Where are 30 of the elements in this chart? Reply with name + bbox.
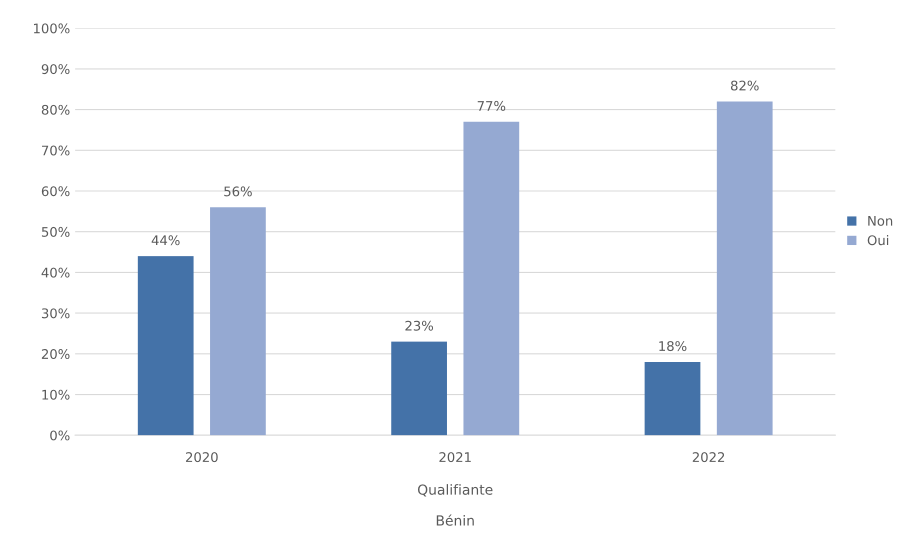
data-label: 23%	[405, 320, 434, 331]
y-tick-label: 40%	[42, 268, 70, 278]
bar	[210, 207, 266, 436]
data-label: 82%	[730, 80, 759, 91]
bar	[644, 362, 700, 436]
bar	[716, 101, 773, 436]
bar	[138, 256, 194, 436]
legend-label: Non	[868, 216, 892, 226]
x-tick-label: 2021	[439, 452, 471, 462]
bar	[463, 122, 520, 436]
y-tick-label: 0%	[50, 430, 70, 440]
y-tick-label: 90%	[42, 64, 70, 74]
y-tick-label: 50%	[42, 226, 70, 237]
x-tick-label: 2022	[692, 452, 724, 462]
data-label: 18%	[659, 341, 686, 352]
y-tick-label: 20%	[42, 349, 70, 360]
y-tick-label: 80%	[42, 104, 70, 115]
y-tick-label: 60%	[42, 186, 70, 196]
y-tick-label: 70%	[42, 146, 70, 156]
y-tick-label: 100%	[34, 23, 70, 34]
data-label: 77%	[478, 100, 506, 111]
x-axis-title: Qualifiante	[418, 484, 492, 496]
text: Bénin	[436, 514, 474, 526]
x-tick-label: 2020	[186, 452, 218, 462]
legend-label: Oui	[868, 235, 888, 246]
data-label: 44%	[152, 235, 180, 246]
bar	[391, 342, 447, 436]
data-label: 56%	[224, 186, 252, 196]
y-tick-label: 10%	[42, 390, 70, 400]
y-tick-label: 30%	[42, 308, 70, 318]
